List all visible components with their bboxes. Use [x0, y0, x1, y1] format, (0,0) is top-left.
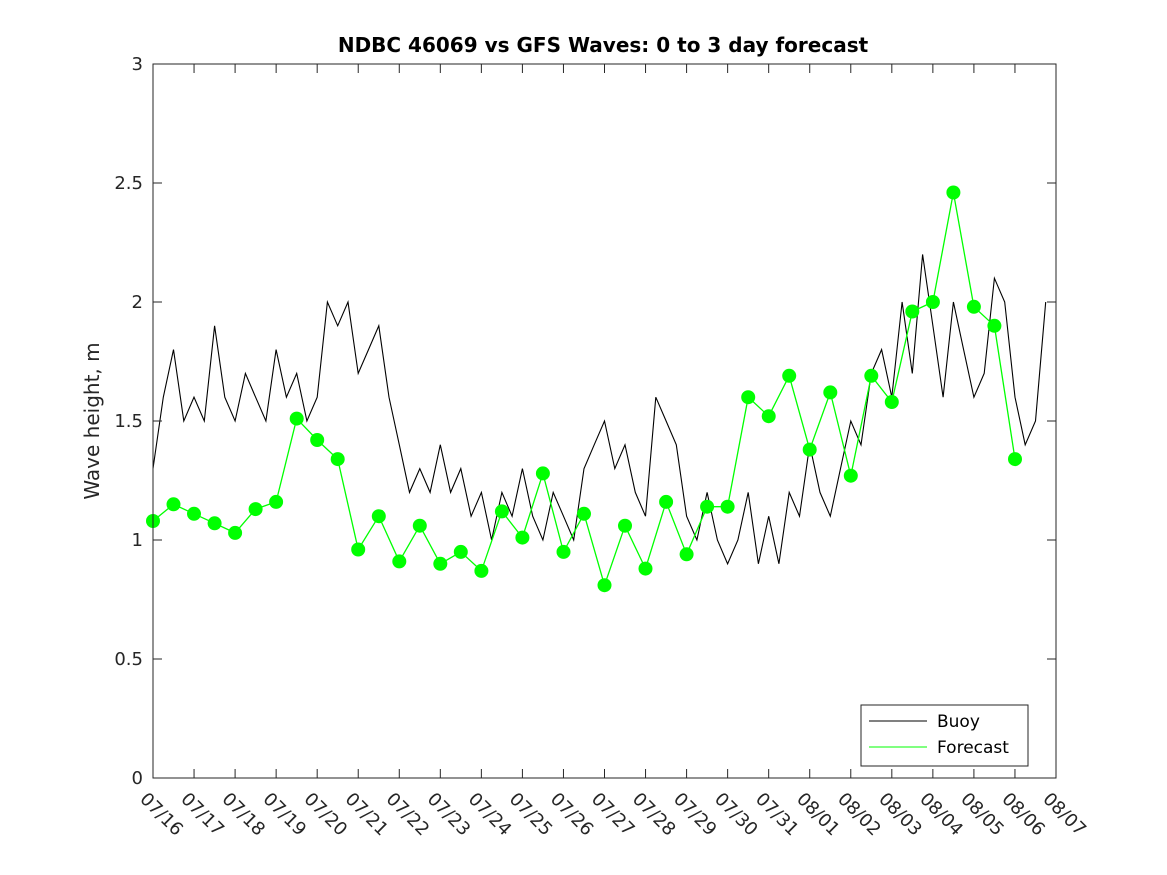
forecast-point [351, 542, 366, 557]
forecast-point [228, 525, 243, 540]
chart-title: NDBC 46069 vs GFS Waves: 0 to 3 day fore… [338, 33, 869, 57]
forecast-point [843, 468, 858, 483]
forecast-point [679, 547, 694, 562]
forecast-point [453, 544, 468, 559]
forecast-point [474, 563, 489, 578]
forecast-point [371, 509, 386, 524]
forecast-point [782, 368, 797, 383]
forecast-point [741, 390, 756, 405]
forecast-point [269, 494, 284, 509]
y-tick-label: 0 [132, 768, 143, 789]
forecast-point [638, 561, 653, 576]
y-tick-label: 0.5 [114, 649, 143, 670]
forecast-point [925, 295, 940, 309]
legend-label-forecast: Forecast [937, 738, 1009, 758]
forecast-point [1008, 452, 1022, 467]
forecast-point [330, 452, 345, 467]
forecast-point [535, 466, 550, 481]
forecast-point [187, 506, 201, 521]
forecast-point [905, 304, 920, 319]
forecast-point [618, 518, 632, 533]
forecast-point [556, 544, 571, 559]
forecast-point [966, 299, 981, 314]
forecast-point [761, 409, 776, 424]
y-tick-label: 1 [132, 530, 143, 551]
y-tick-label: 2 [132, 292, 143, 313]
legend-label-buoy: Buoy [937, 712, 980, 732]
y-tick-label: 3 [132, 54, 143, 75]
legend: Buoy Forecast [860, 704, 1029, 767]
forecast-point [392, 554, 407, 569]
forecast-point [433, 556, 448, 571]
y-tick-label: 2.5 [114, 173, 143, 194]
forecast-point [166, 497, 181, 512]
y-axis-label: Wave height, m [80, 342, 104, 499]
forecast-point [248, 502, 263, 517]
forecast-point [946, 185, 961, 200]
forecast-point [207, 516, 222, 531]
forecast-point [494, 504, 509, 519]
y-tick-label: 1.5 [114, 411, 143, 432]
forecast-point [515, 530, 530, 545]
forecast-point [412, 518, 427, 533]
forecast-point [310, 433, 325, 447]
legend-box [860, 704, 1029, 767]
forecast-point [659, 494, 674, 509]
forecast-point [597, 578, 612, 593]
forecast-point [720, 499, 735, 514]
forecast-point [884, 395, 899, 409]
forecast-point [823, 385, 838, 400]
series-line-buoy [152, 254, 1047, 566]
forecast-point [700, 499, 715, 514]
forecast-point [864, 368, 879, 383]
forecast-point [987, 318, 1002, 333]
forecast-point [289, 411, 304, 426]
forecast-point [802, 442, 817, 457]
forecast-point [577, 506, 591, 521]
